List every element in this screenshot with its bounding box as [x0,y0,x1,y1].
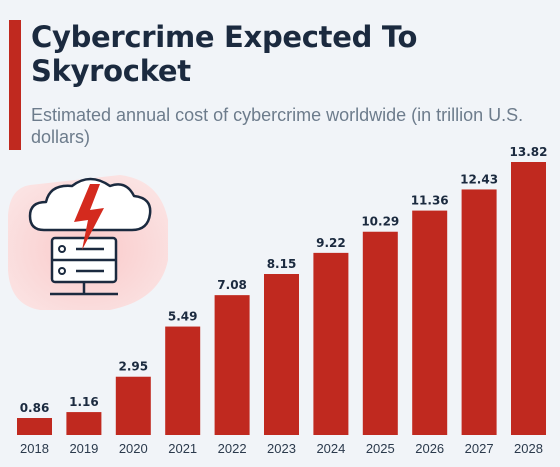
value-label-2028: 13.82 [510,145,548,159]
value-label-2021: 5.49 [168,310,198,324]
x-tick-label-2025: 2025 [366,441,395,456]
value-label-2022: 7.08 [217,278,247,292]
bar-2026 [412,210,448,435]
title-accent-bar [9,20,21,150]
bar-2024 [313,252,349,435]
value-label-2019: 1.16 [69,395,99,409]
value-label-2024: 9.22 [316,236,346,250]
x-tick-label-2026: 2026 [415,441,444,456]
bar-2019 [66,412,102,435]
bar-2027 [461,189,497,435]
value-label-2018: 0.86 [20,401,50,415]
x-tick-label-2018: 2018 [20,441,49,456]
value-label-2020: 2.95 [118,360,148,374]
x-tick-label-2022: 2022 [218,441,247,456]
x-tick-label-2019: 2019 [69,441,98,456]
bar-2022 [214,295,250,435]
x-tick-label-2021: 2021 [168,441,197,456]
x-tick-label-2024: 2024 [316,441,345,456]
bar-2025 [362,231,398,435]
value-label-2023: 8.15 [267,257,297,271]
bar-2020 [115,376,151,435]
x-tick-label-2028: 2028 [514,441,543,456]
value-label-2027: 12.43 [460,172,498,186]
value-label-2026: 11.36 [411,194,449,208]
x-tick-label-2020: 2020 [119,441,148,456]
bars-group: 0.86 2018 1.16 2019 2.95 2020 5.49 2021 7.08 2022… [17,145,547,456]
value-label-2025: 10.29 [361,215,399,229]
bar-2021 [165,326,201,435]
bar-2023 [264,274,299,435]
x-tick-label-2027: 2027 [465,441,494,456]
cloud-server-lightning-icon [8,175,168,310]
x-tick-label-2023: 2023 [267,441,296,456]
bar-2018 [17,418,52,435]
bar-2028 [511,162,546,435]
chart-subtitle: Estimated annual cost of cybercrime worl… [31,105,524,147]
chart-title: Cybercrime Expected To Skyrocket [31,20,418,88]
